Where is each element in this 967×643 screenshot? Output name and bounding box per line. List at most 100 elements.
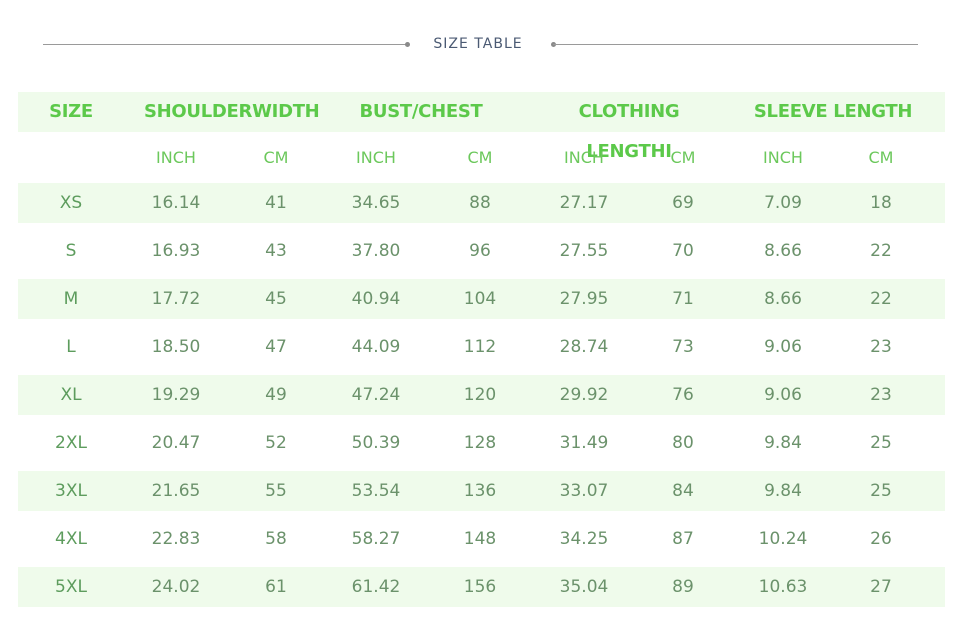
cell-value: 29.92: [559, 385, 609, 405]
column-header: SHOULDERWIDTH: [144, 101, 320, 122]
cell-value: 16.93: [151, 241, 201, 261]
cell-value: 9.84: [764, 481, 802, 501]
unit-header: CM: [467, 148, 493, 167]
cell-value: 10.63: [758, 577, 808, 597]
cell-value: 120: [463, 385, 497, 405]
cell-value: 16.14: [151, 193, 201, 213]
cell-value: 7.09: [764, 193, 802, 213]
title-dot: [405, 42, 410, 47]
cell-value: 8.66: [764, 241, 802, 261]
unit-header: CM: [263, 148, 289, 167]
size-label: 2XL: [55, 433, 87, 453]
unit-header: INCH: [356, 148, 396, 167]
column-header: SLEEVE LENGTH: [753, 101, 913, 122]
unit-header: INCH: [763, 148, 803, 167]
cell-value: 156: [463, 577, 497, 597]
size-label: M: [63, 289, 79, 309]
cell-value: 88: [469, 193, 491, 213]
column-header: SIZE: [49, 101, 93, 122]
cell-value: 55: [265, 481, 287, 501]
row-band: [18, 183, 945, 223]
cell-value: 44.09: [351, 337, 401, 357]
cell-value: 35.04: [559, 577, 609, 597]
unit-header: INCH: [564, 148, 604, 167]
cell-value: 61: [265, 577, 287, 597]
cell-value: 27.95: [559, 289, 609, 309]
cell-value: 71: [672, 289, 694, 309]
cell-value: 96: [469, 241, 491, 261]
cell-value: 22: [870, 241, 892, 261]
unit-header: CM: [670, 148, 696, 167]
cell-value: 27.17: [559, 193, 609, 213]
cell-value: 34.25: [559, 529, 609, 549]
cell-value: 10.24: [758, 529, 808, 549]
row-band: [18, 567, 945, 607]
cell-value: 24.02: [151, 577, 201, 597]
cell-value: 61.42: [351, 577, 401, 597]
cell-value: 104: [463, 289, 497, 309]
cell-value: 73: [672, 337, 694, 357]
size-label: L: [66, 337, 76, 357]
size-label: XL: [60, 385, 82, 405]
cell-value: 31.49: [559, 433, 609, 453]
size-label: S: [65, 241, 77, 261]
cell-value: 23: [870, 385, 892, 405]
cell-value: 25: [870, 481, 892, 501]
size-label: 5XL: [55, 577, 87, 597]
cell-value: 8.66: [764, 289, 802, 309]
cell-value: 148: [463, 529, 497, 549]
cell-value: 84: [672, 481, 694, 501]
cell-value: 47: [265, 337, 287, 357]
cell-value: 18.50: [151, 337, 201, 357]
title-rule: [43, 44, 407, 45]
cell-value: 22.83: [151, 529, 201, 549]
cell-value: 19.29: [151, 385, 201, 405]
cell-value: 9.06: [764, 337, 802, 357]
column-header: CLOTHING LENGTHI: [578, 101, 680, 162]
cell-value: 43: [265, 241, 287, 261]
cell-value: 28.74: [559, 337, 609, 357]
cell-value: 112: [463, 337, 497, 357]
cell-value: 89: [672, 577, 694, 597]
cell-value: 9.84: [764, 433, 802, 453]
unit-header: INCH: [156, 148, 196, 167]
cell-value: 9.06: [764, 385, 802, 405]
cell-value: 69: [672, 193, 694, 213]
cell-value: 52: [265, 433, 287, 453]
cell-value: 18: [870, 193, 892, 213]
size-label: XS: [59, 193, 83, 213]
column-header: BUST/CHEST: [359, 101, 483, 122]
cell-value: 27: [870, 577, 892, 597]
cell-value: 40.94: [351, 289, 401, 309]
cell-value: 76: [672, 385, 694, 405]
cell-value: 22: [870, 289, 892, 309]
title-rule: [553, 44, 918, 45]
cell-value: 70: [672, 241, 694, 261]
size-label: 3XL: [55, 481, 87, 501]
row-band: [18, 279, 945, 319]
cell-value: 26: [870, 529, 892, 549]
cell-value: 25: [870, 433, 892, 453]
cell-value: 58: [265, 529, 287, 549]
cell-value: 136: [463, 481, 497, 501]
size-label: 4XL: [55, 529, 87, 549]
cell-value: 49: [265, 385, 287, 405]
cell-value: 27.55: [559, 241, 609, 261]
header-band: [18, 92, 945, 132]
cell-value: 80: [672, 433, 694, 453]
cell-value: 87: [672, 529, 694, 549]
cell-value: 53.54: [351, 481, 401, 501]
cell-value: 58.27: [351, 529, 401, 549]
cell-value: 33.07: [559, 481, 609, 501]
cell-value: 20.47: [151, 433, 201, 453]
cell-value: 41: [265, 193, 287, 213]
cell-value: 45: [265, 289, 287, 309]
cell-value: 21.65: [151, 481, 201, 501]
row-band: [18, 375, 945, 415]
title: SIZE TABLE: [433, 36, 523, 52]
cell-value: 47.24: [351, 385, 401, 405]
cell-value: 50.39: [351, 433, 401, 453]
cell-value: 128: [463, 433, 497, 453]
cell-value: 23: [870, 337, 892, 357]
